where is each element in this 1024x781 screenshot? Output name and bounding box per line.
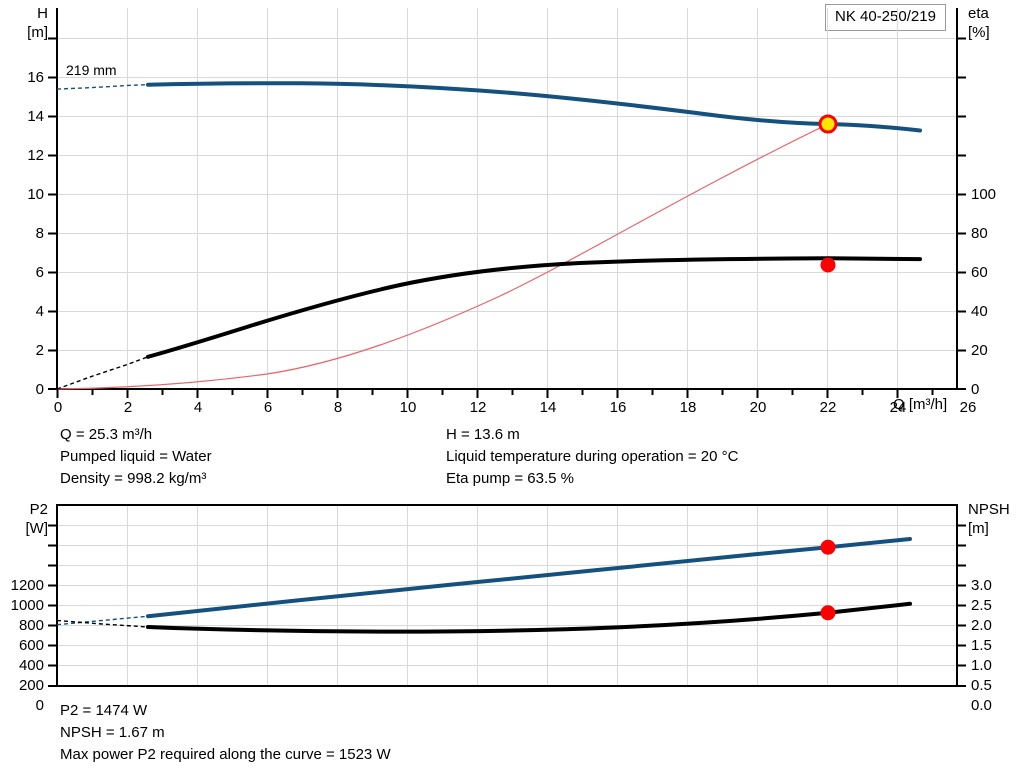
info-temperature: Liquid temperature during operation = 20… [446, 448, 739, 465]
info-flow: Q = 25.3 m³/h [60, 426, 153, 443]
q-tick-20: 20 [749, 399, 767, 416]
info-max-power: Max power P2 required along the curve = … [60, 746, 391, 763]
h-tick-12: 12 [27, 147, 44, 164]
q-tick-8: 8 [333, 399, 343, 416]
duty-point-eta-marker [820, 257, 836, 273]
p2-tick-600: 600 [18, 637, 44, 654]
h-tick-10: 10 [27, 186, 44, 203]
info-head: H = 13.6 m [446, 426, 520, 443]
info-npsh: NPSH = 1.67 m [60, 724, 165, 741]
h-tick-2: 2 [35, 342, 44, 359]
info-p2: P2 = 1474 W [60, 702, 148, 719]
top-chart-x-axis-title: Q [m³/h] [893, 396, 948, 413]
q-tick-14: 14 [539, 399, 557, 416]
bottom-chart-right-axis-title: NPSH [m] [968, 501, 1010, 537]
q-tick-10: 10 [399, 399, 417, 416]
eta-tick-60: 60 [971, 264, 988, 281]
info-density: Density = 998.2 kg/m³ [60, 470, 207, 487]
q-tick-4: 4 [193, 399, 203, 416]
eta-tick-20: 20 [971, 342, 988, 359]
head-curve-extrapolation [56, 84, 149, 90]
q-tick-26: 26 [959, 399, 977, 416]
p2-tick-800: 800 [18, 617, 44, 634]
h-tick-4: 4 [35, 303, 44, 320]
eta-curve-extrapolation [56, 356, 149, 390]
pump-model-badge: NK 40-250/219 [825, 4, 946, 31]
q-tick-6: 6 [263, 399, 273, 416]
h-tick-16: 16 [27, 69, 44, 86]
npsh-curve [146, 601, 912, 634]
p2-tick-200: 200 [18, 677, 44, 694]
duty-point-npsh-marker [820, 605, 836, 621]
npsh-tick-3.0: 3.0 [971, 577, 992, 594]
eta-tick-0: 0 [971, 381, 980, 398]
impeller-diameter-label: 219 mm [66, 62, 117, 78]
info-eta-pump: Eta pump = 63.5 % [446, 470, 574, 487]
duty-info-column-1: Q = 25.3 m³/h Pumped liquid = Water Dens… [60, 424, 212, 490]
q-tick-22: 22 [819, 399, 837, 416]
npsh-curve-extrapolation [56, 619, 149, 628]
bottom-chart-left-axis-title: P2 [W] [25, 501, 49, 537]
duty-info-column-2: H = 13.6 m Liquid temperature during ope… [446, 424, 738, 490]
power-curve [146, 537, 912, 619]
eta-curve-smooth [146, 256, 922, 359]
top-chart-left-axis-title: H [m] [27, 5, 48, 41]
bottom-chart-plot [48, 504, 966, 687]
p2-tick-1200: 1200 [10, 577, 44, 594]
q-tick-12: 12 [469, 399, 487, 416]
h-tick-0: 0 [35, 381, 44, 398]
q-tick-18: 18 [679, 399, 697, 416]
q-tick-0: 0 [53, 399, 63, 416]
info-pumped-liquid: Pumped liquid = Water [60, 448, 212, 465]
npsh-tick-2.0: 2.0 [971, 617, 992, 634]
q-tick-24: 24 [889, 399, 907, 416]
duty-point-head-marker [818, 114, 838, 134]
npsh-tick-2.5: 2.5 [971, 597, 992, 614]
p2-tick-400: 400 [18, 657, 44, 674]
eta-tick-80: 80 [971, 225, 988, 242]
npsh-tick-1.0: 1.0 [971, 657, 992, 674]
h-tick-8: 8 [35, 225, 44, 242]
eta-tick-40: 40 [971, 303, 988, 320]
p2-tick-0: 0 [35, 697, 44, 714]
power-curve-extrapolation [56, 615, 149, 626]
top-chart-right-axis-title: eta [%] [968, 5, 990, 41]
q-tick-2: 2 [123, 399, 133, 416]
q-tick-16: 16 [609, 399, 627, 416]
npsh-tick-0.0: 0.0 [971, 697, 992, 714]
duty-point-power-marker [820, 539, 836, 555]
system-curve [56, 123, 829, 390]
h-tick-6: 6 [35, 264, 44, 281]
top-chart-plot [48, 8, 966, 398]
npsh-tick-0.5: 0.5 [971, 677, 992, 694]
h-tick-14: 14 [27, 108, 44, 125]
p2-tick-1000: 1000 [10, 597, 44, 614]
head-curve [146, 81, 922, 133]
eta-tick-100: 100 [971, 186, 997, 203]
npsh-tick-1.5: 1.5 [971, 637, 992, 654]
result-info-block: P2 = 1474 W NPSH = 1.67 m Max power P2 r… [60, 700, 391, 766]
